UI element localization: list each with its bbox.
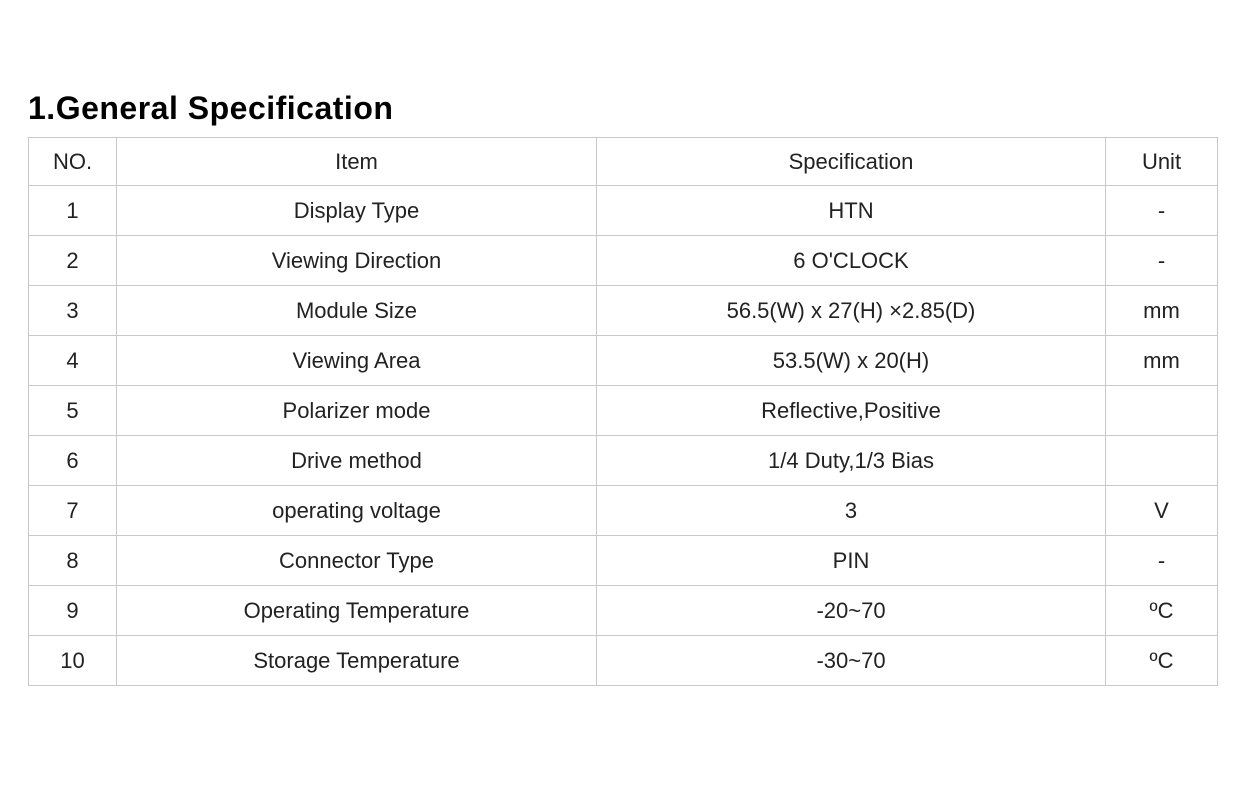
cell-item: Storage Temperature	[117, 636, 597, 686]
cell-no: 9	[29, 586, 117, 636]
cell-spec: HTN	[597, 186, 1106, 236]
cell-item: Viewing Direction	[117, 236, 597, 286]
table-row: 8 Connector Type PIN -	[29, 536, 1218, 586]
cell-spec: 6 O'CLOCK	[597, 236, 1106, 286]
cell-no: 8	[29, 536, 117, 586]
cell-no: 6	[29, 436, 117, 486]
cell-item: operating voltage	[117, 486, 597, 536]
cell-unit: mm	[1106, 286, 1218, 336]
table-row: 3 Module Size 56.5(W) x 27(H) ×2.85(D) m…	[29, 286, 1218, 336]
cell-no: 3	[29, 286, 117, 336]
table-row: 1 Display Type HTN -	[29, 186, 1218, 236]
cell-unit	[1106, 436, 1218, 486]
table-row: 10 Storage Temperature -30~70 ºC	[29, 636, 1218, 686]
cell-no: 4	[29, 336, 117, 386]
table-row: 9 Operating Temperature -20~70 ºC	[29, 586, 1218, 636]
section-title: 1.General Specification	[28, 90, 1218, 127]
cell-spec: 3	[597, 486, 1106, 536]
cell-unit: ºC	[1106, 636, 1218, 686]
cell-spec: -30~70	[597, 636, 1106, 686]
cell-unit: V	[1106, 486, 1218, 536]
table-row: 5 Polarizer mode Reflective,Positive	[29, 386, 1218, 436]
table-row: 7 operating voltage 3 V	[29, 486, 1218, 536]
cell-unit: mm	[1106, 336, 1218, 386]
col-header-item: Item	[117, 138, 597, 186]
table-row: 4 Viewing Area 53.5(W) x 20(H) mm	[29, 336, 1218, 386]
cell-spec: PIN	[597, 536, 1106, 586]
cell-item: Polarizer mode	[117, 386, 597, 436]
cell-unit: ºC	[1106, 586, 1218, 636]
cell-unit: -	[1106, 236, 1218, 286]
cell-unit: -	[1106, 186, 1218, 236]
cell-spec: 56.5(W) x 27(H) ×2.85(D)	[597, 286, 1106, 336]
table-row: 6 Drive method 1/4 Duty,1/3 Bias	[29, 436, 1218, 486]
cell-spec: 1/4 Duty,1/3 Bias	[597, 436, 1106, 486]
col-header-unit: Unit	[1106, 138, 1218, 186]
cell-item: Drive method	[117, 436, 597, 486]
table-row: 2 Viewing Direction 6 O'CLOCK -	[29, 236, 1218, 286]
table-header-row: NO. Item Specification Unit	[29, 138, 1218, 186]
cell-spec: Reflective,Positive	[597, 386, 1106, 436]
cell-no: 5	[29, 386, 117, 436]
spec-table: NO. Item Specification Unit 1 Display Ty…	[28, 137, 1218, 686]
cell-item: Display Type	[117, 186, 597, 236]
cell-no: 7	[29, 486, 117, 536]
col-header-no: NO.	[29, 138, 117, 186]
col-header-spec: Specification	[597, 138, 1106, 186]
cell-unit	[1106, 386, 1218, 436]
cell-item: Operating Temperature	[117, 586, 597, 636]
cell-spec: 53.5(W) x 20(H)	[597, 336, 1106, 386]
cell-item: Viewing Area	[117, 336, 597, 386]
cell-no: 2	[29, 236, 117, 286]
cell-no: 1	[29, 186, 117, 236]
cell-item: Module Size	[117, 286, 597, 336]
cell-spec: -20~70	[597, 586, 1106, 636]
cell-unit: -	[1106, 536, 1218, 586]
cell-no: 10	[29, 636, 117, 686]
cell-item: Connector Type	[117, 536, 597, 586]
spec-document: 1.General Specification NO. Item Specifi…	[0, 0, 1246, 686]
